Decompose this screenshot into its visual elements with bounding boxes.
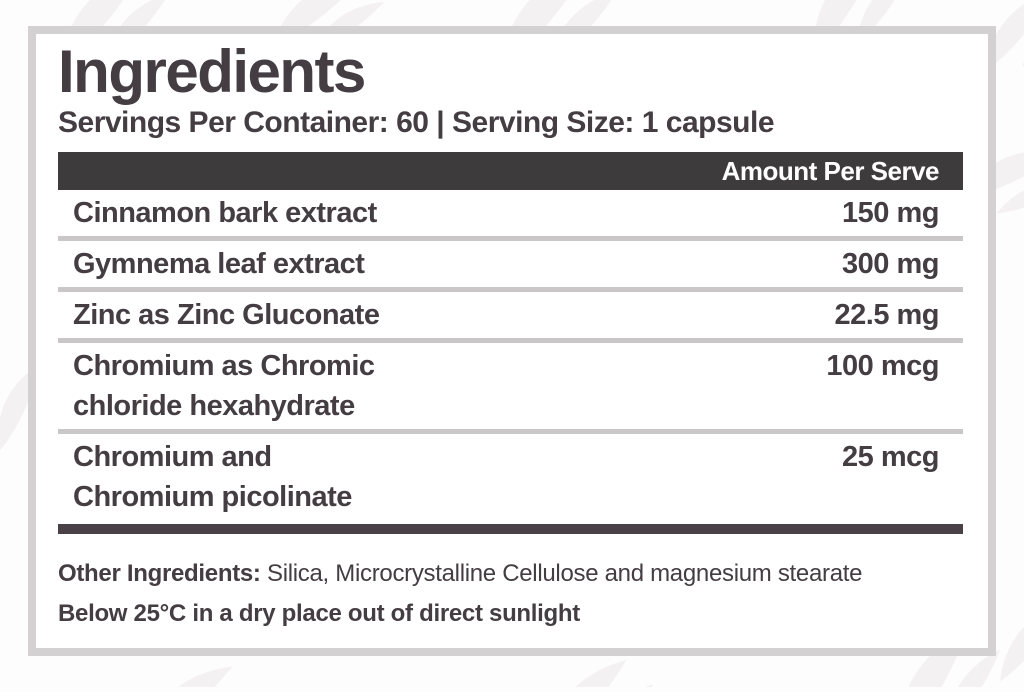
serving-info: Servings Per Container: 60 | Serving Siz…: [58, 106, 775, 139]
ingredient-amount: 25 mcg: [842, 441, 939, 473]
ingredient-amount: 100 mcg: [826, 350, 939, 382]
ingredient-name: Gymnema leaf extract: [73, 248, 365, 280]
table-bottom-rule: [58, 524, 963, 534]
ingredients-label-card: Ingredients Servings Per Container: 60 |…: [28, 26, 996, 656]
row-separator: [58, 429, 963, 434]
ingredient-name: Chromium as Chromic chloride hexahydrate: [73, 350, 375, 422]
ingredients-table: Amount Per Serve Cinnamon bark extract 15…: [58, 152, 963, 534]
table-row: Cinnamon bark extract 150 mg: [58, 190, 963, 236]
table-row: Zinc as Zinc Gluconate 22.5 mg: [58, 292, 963, 338]
ingredient-name: Zinc as Zinc Gluconate: [73, 299, 380, 331]
table-header-bar: Amount Per Serve: [58, 152, 963, 190]
table-body: Cinnamon bark extract 150 mg Gymnema leaf …: [58, 190, 963, 520]
storage-note: Below 25°C in a dry place out of direct …: [58, 600, 580, 628]
ingredient-name: Cinnamon bark extract: [73, 197, 377, 229]
row-separator: [58, 287, 963, 292]
table-row: Chromium as Chromic chloride hexahydrate…: [58, 343, 963, 429]
ingredient-name: Chromium and Chromium picolinate: [73, 441, 352, 513]
table-row: Gymnema leaf extract 300 mg: [58, 241, 963, 287]
other-ingredients: Other Ingredients: Silica, Microcrystall…: [58, 558, 963, 589]
row-separator: [58, 338, 963, 343]
ingredient-amount: 150 mg: [842, 197, 939, 229]
ingredient-amount: 22.5 mg: [834, 299, 940, 331]
page-title: Ingredients: [58, 38, 366, 105]
other-ingredients-label: Other Ingredients:: [58, 560, 261, 587]
row-separator: [58, 236, 963, 241]
ingredient-amount: 300 mg: [842, 248, 939, 280]
table-row: Chromium and Chromium picolinate 25 mcg: [58, 434, 963, 520]
amount-per-serve-header: Amount Per Serve: [721, 155, 940, 186]
other-ingredients-text: Silica, Microcrystalline Cellulose and m…: [267, 560, 863, 587]
